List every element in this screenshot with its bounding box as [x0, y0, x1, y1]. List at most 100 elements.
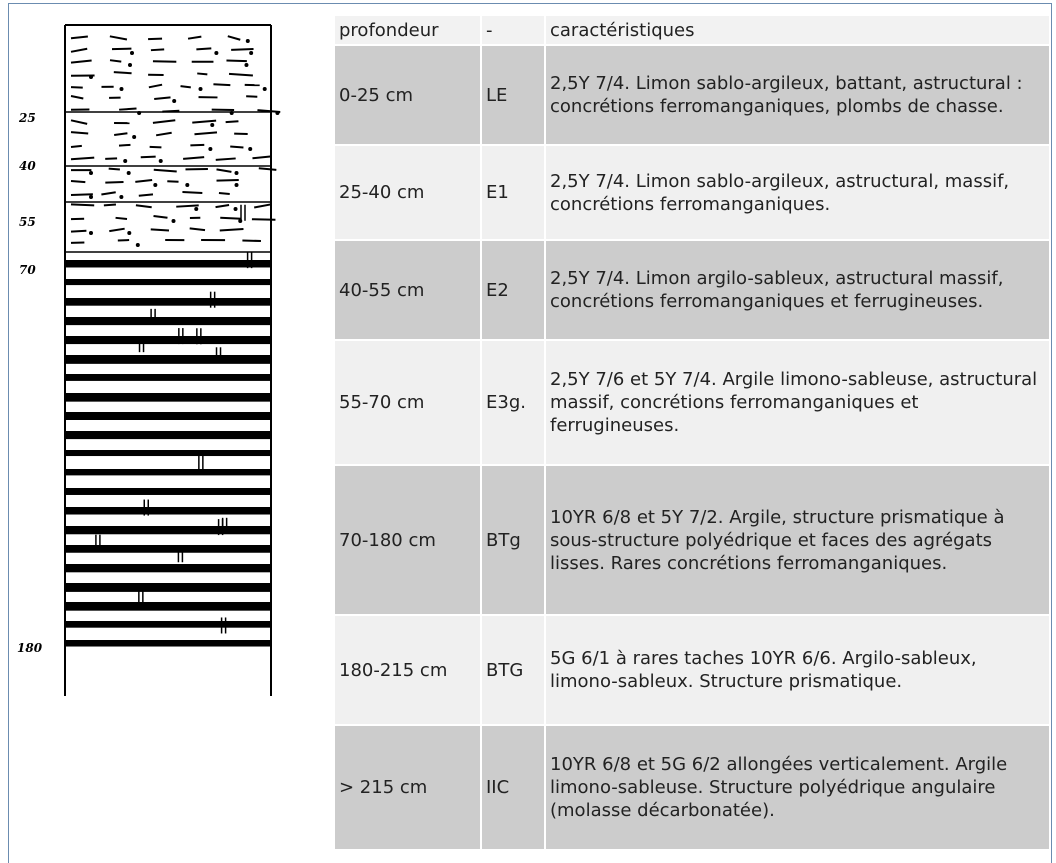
pattern-mark: [65, 564, 271, 572]
pattern-mark: [220, 218, 241, 219]
pattern-mark: [65, 640, 271, 647]
pattern-mark: [226, 61, 246, 62]
pattern-mark: [114, 133, 127, 135]
pattern-mark: [71, 146, 82, 147]
depth-label: 70: [19, 263, 36, 277]
pattern-mark: [190, 228, 205, 230]
cell: LE: [481, 45, 545, 145]
pattern-mark: [139, 194, 153, 195]
pattern-mark: [89, 195, 93, 199]
soil-profile: 25 40 55 70 180: [9, 4, 329, 704]
pattern-mark: [167, 181, 178, 182]
pattern-mark: [123, 159, 127, 163]
pattern-mark: [228, 36, 240, 40]
pattern-mark: [235, 183, 239, 187]
cell: -: [481, 15, 545, 45]
cell: 40-55 cm: [334, 240, 481, 340]
pattern-mark: [220, 229, 244, 230]
pattern-mark: [89, 231, 93, 235]
pattern-mark: [127, 171, 131, 175]
pattern-mark: [210, 123, 214, 127]
depth-label: 55: [19, 215, 36, 229]
cell: IIC: [481, 725, 545, 850]
cell: 2,5Y 7/4. Limon sablo-argileux, astructu…: [545, 145, 1050, 240]
pattern-mark: [217, 169, 232, 172]
pattern-mark: [65, 412, 271, 420]
pattern-mark: [65, 393, 271, 402]
profile-pattern: [65, 36, 280, 646]
cell: E2: [481, 240, 545, 340]
pattern-mark: [246, 39, 250, 43]
pattern-mark: [263, 87, 267, 91]
depth-label: 25: [18, 111, 36, 125]
pattern-mark: [231, 49, 253, 50]
cell: 10YR 6/8 et 5G 6/2 allongées verticaleme…: [545, 725, 1050, 850]
depth-label: 180: [17, 641, 43, 655]
pattern-mark: [234, 207, 238, 211]
pattern-mark: [71, 132, 88, 133]
pattern-mark: [219, 193, 230, 194]
pattern-mark: [235, 171, 239, 175]
pattern-mark: [196, 48, 211, 49]
pattern-mark: [101, 192, 115, 194]
pattern-mark: [65, 298, 271, 306]
pattern-mark: [217, 180, 239, 181]
pattern-mark: [197, 73, 207, 74]
pattern-mark: [242, 240, 261, 241]
pattern-mark: [208, 147, 212, 151]
pattern-mark: [65, 583, 271, 592]
pattern-mark: [154, 170, 177, 172]
pattern-mark: [71, 36, 88, 38]
pattern-mark: [181, 86, 191, 87]
pattern-mark: [230, 147, 243, 148]
pattern-mark: [229, 74, 253, 76]
pattern-mark: [259, 168, 277, 170]
pattern-mark: [71, 120, 87, 124]
pattern-mark: [110, 36, 127, 39]
pattern-mark: [65, 488, 271, 495]
cell: 5G 6/1 à rares taches 10YR 6/6. Argilo-s…: [545, 615, 1050, 725]
cell: 10YR 6/8 et 5Y 7/2. Argile, structure pr…: [545, 465, 1050, 615]
cell: 70-180 cm: [334, 465, 481, 615]
pattern-mark: [65, 469, 271, 475]
pattern-mark: [248, 147, 252, 151]
cell: BTG: [481, 615, 545, 725]
pattern-mark: [65, 621, 271, 628]
pattern-mark: [194, 207, 198, 211]
pattern-mark: [119, 145, 130, 146]
pattern-mark: [216, 158, 236, 159]
pattern-mark: [135, 180, 152, 182]
pattern-mark: [65, 317, 271, 325]
pattern-mark: [137, 111, 141, 115]
pattern-mark: [159, 159, 163, 163]
cell: 25-40 cm: [334, 145, 481, 240]
cell: 2,5Y 7/4. Limon sablo-argileux, battant,…: [545, 45, 1050, 145]
pattern-mark: [89, 75, 93, 79]
pattern-mark: [151, 49, 164, 50]
pattern-mark: [182, 192, 202, 193]
pattern-mark: [65, 336, 271, 344]
pattern-mark: [71, 158, 94, 160]
pattern-mark: [151, 229, 169, 230]
pattern-mark: [149, 85, 162, 88]
pattern-mark: [254, 204, 270, 207]
pattern-mark: [153, 120, 175, 123]
pattern-mark: [214, 51, 218, 55]
pattern-mark: [71, 194, 93, 195]
cell: > 215 cm: [334, 725, 481, 850]
pattern-mark: [65, 526, 271, 534]
pattern-mark: [188, 37, 201, 39]
cell: E3g.: [481, 340, 545, 465]
pattern-mark: [172, 99, 176, 103]
pattern-mark: [130, 51, 134, 55]
pattern-mark: [114, 72, 132, 73]
cell: 180-215 cm: [334, 615, 481, 725]
pattern-mark: [65, 279, 271, 285]
pattern-mark: [71, 204, 94, 205]
pattern-mark: [185, 183, 189, 187]
